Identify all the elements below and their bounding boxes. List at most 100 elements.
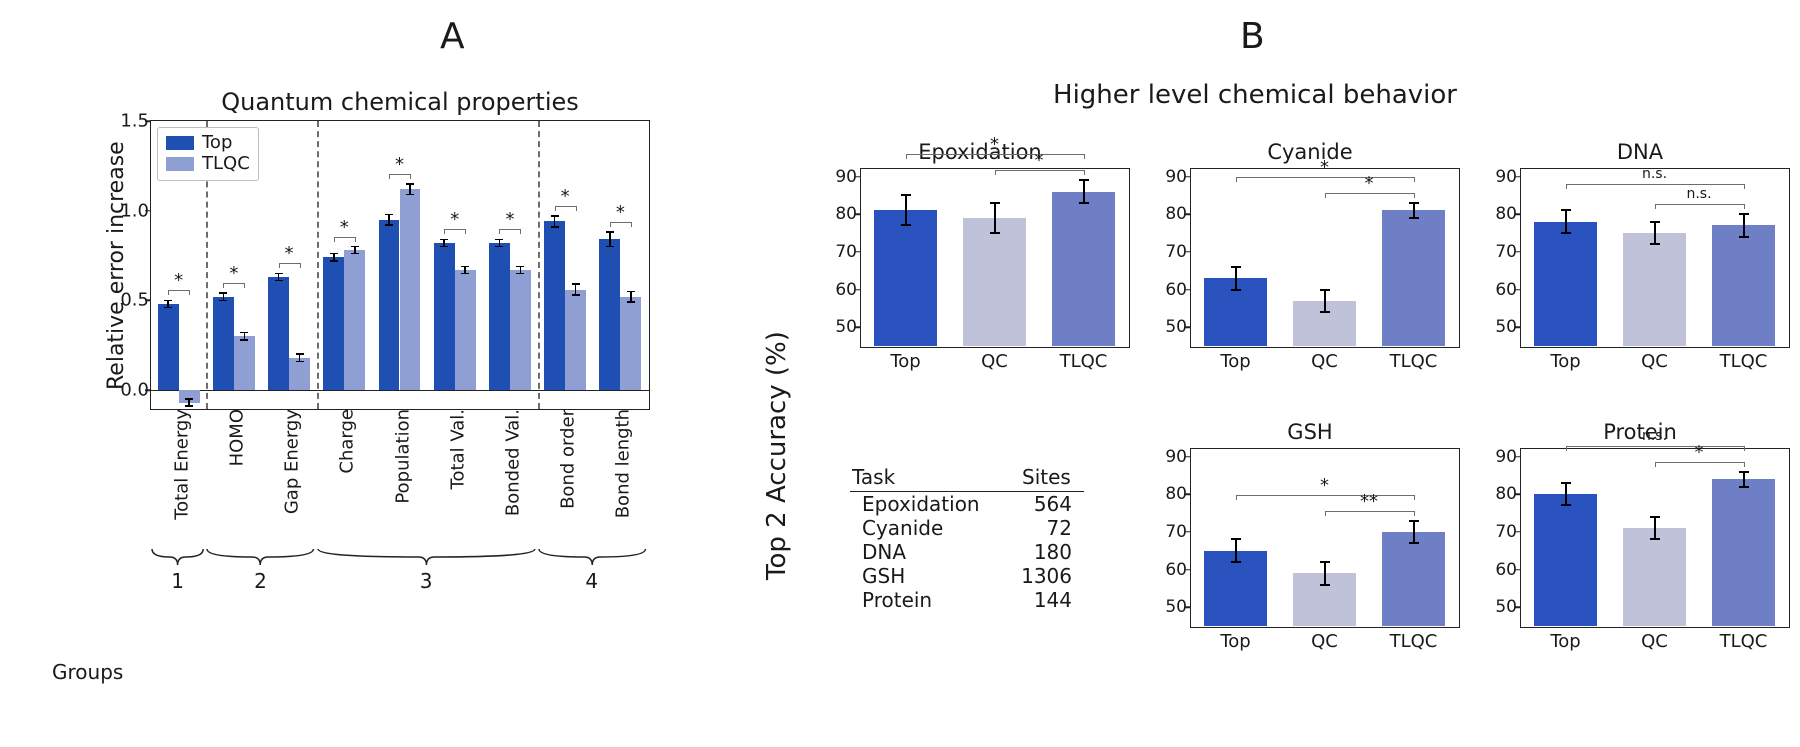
xtick-label: Bonded Val. [496,409,523,516]
ytick-label: 90 [1485,447,1517,467]
sig-label: * [1695,442,1704,463]
panel-a-plot: ********* Top TLQC 0.00.51.01.5Total Ene… [150,120,650,410]
xtick-label: TLQC [1720,347,1768,372]
sig-label: * [450,209,459,230]
ytick-label: 50 [1155,597,1187,617]
sig-label: * [395,154,404,175]
xtick-label: TLQC [1390,347,1438,372]
sig-label: n.s. [1642,428,1667,444]
sig-label: n.s. [1686,186,1711,202]
ytick-label: 80 [1485,204,1517,224]
table-header-task: Task [852,465,982,489]
bar-top [213,297,234,390]
sig-label: * [505,209,514,230]
ytick-label: 60 [1155,280,1187,300]
bar-tlqc [234,336,255,390]
xtick-label: Gap Energy [276,409,303,514]
table-row: DNA180 [860,540,1084,564]
bar-top [1534,222,1596,346]
bar-top [268,277,289,390]
group-number: 3 [420,569,433,593]
table-cell-sites: 72 [1012,516,1072,540]
ytick-label: 90 [1485,167,1517,187]
bar-tlqc [565,290,586,390]
xtick-label: Population [386,409,413,504]
sig-label: * [285,243,294,264]
sig-label: ** [1360,491,1378,512]
sig-label: * [340,217,349,238]
ytick-label: 50 [1155,317,1187,337]
xtick-label: QC [981,347,1008,372]
bar-tlqc [455,270,476,390]
ytick-label: 60 [1155,560,1187,580]
panel-b-ylabel: Top 2 Accuracy (%) [762,331,792,580]
table-cell-task: Protein [862,588,992,612]
ytick-label: 80 [1155,204,1187,224]
table-cell-sites: 564 [1012,492,1072,516]
ytick-label: 90 [1155,447,1187,467]
group-brace [537,547,647,569]
ytick-label: 50 [825,317,857,337]
legend-item-tlqc: TLQC [166,153,250,174]
xtick-label: QC [1641,347,1668,372]
subchart-title: Protein [1490,420,1790,444]
panel-a-title: Quantum chemical properties [150,88,650,116]
subchart-gsh: GSH5060708090TopQCTLQC*** [1160,420,1460,628]
subchart-title: Cyanide [1160,140,1460,164]
group-brace [316,547,537,569]
bar-tlqc [1052,192,1114,346]
ytick-label: 1.5 [109,111,149,132]
xtick-label: Top [1550,627,1580,652]
figure: A B Quantum chemical properties Relative… [0,0,1800,747]
xtick-label: TLQC [1390,627,1438,652]
group-number: 2 [254,569,267,593]
panel-a-ylabel: Relative error increase [104,141,129,390]
xtick-label: Top [1220,627,1250,652]
sig-label: n.s. [1642,166,1667,182]
bar-top [434,243,455,390]
ytick-label: 70 [1155,522,1187,542]
ytick-label: 70 [1155,242,1187,262]
group-brace [150,547,205,569]
table-cell-sites: 180 [1012,540,1072,564]
ytick-label: 80 [1155,484,1187,504]
ytick-label: 60 [825,280,857,300]
sig-label: * [1320,157,1329,178]
task-sites-table: Task Sites Epoxidation564Cyanide72DNA180… [840,465,1084,612]
bar-top [489,243,510,390]
group-number: 1 [171,569,184,593]
table-cell-task: GSH [862,564,992,588]
ytick-label: 70 [825,242,857,262]
ytick-label: 80 [825,204,857,224]
bar-top [874,210,936,346]
table-row: Epoxidation564 [860,492,1084,516]
bar-top [323,257,344,390]
subchart-dna: DNA5060708090TopQCTLQCn.s.n.s. [1490,140,1790,348]
ytick-label: 0.5 [109,290,149,311]
bar-top [1534,494,1596,626]
table-header: Task Sites [850,465,1084,492]
subchart-title: DNA [1490,140,1790,164]
group-number: 4 [585,569,598,593]
bar-qc [1623,528,1685,626]
sig-label: * [229,263,238,284]
ytick-label: 1.0 [109,200,149,221]
subchart-cyanide: Cyanide5060708090TopQCTLQC** [1160,140,1460,348]
bar-tlqc [289,358,310,390]
subchart-title: Epoxidation [830,140,1130,164]
xtick-label: QC [1641,627,1668,652]
sig-label: * [990,134,999,155]
ytick-label: 60 [1485,280,1517,300]
ytick-label: 80 [1485,484,1517,504]
bar-qc [963,218,1025,346]
bar-top [544,221,565,390]
bar-top [379,220,400,390]
xtick-label: Bond length [607,409,634,518]
xtick-label: Top [1550,347,1580,372]
xtick-label: HOMO [220,409,247,466]
subchart-title: GSH [1160,420,1460,444]
ytick-label: 60 [1485,560,1517,580]
xtick-label: TLQC [1060,347,1108,372]
sig-label: * [616,202,625,223]
bar-tlqc [1382,210,1444,346]
